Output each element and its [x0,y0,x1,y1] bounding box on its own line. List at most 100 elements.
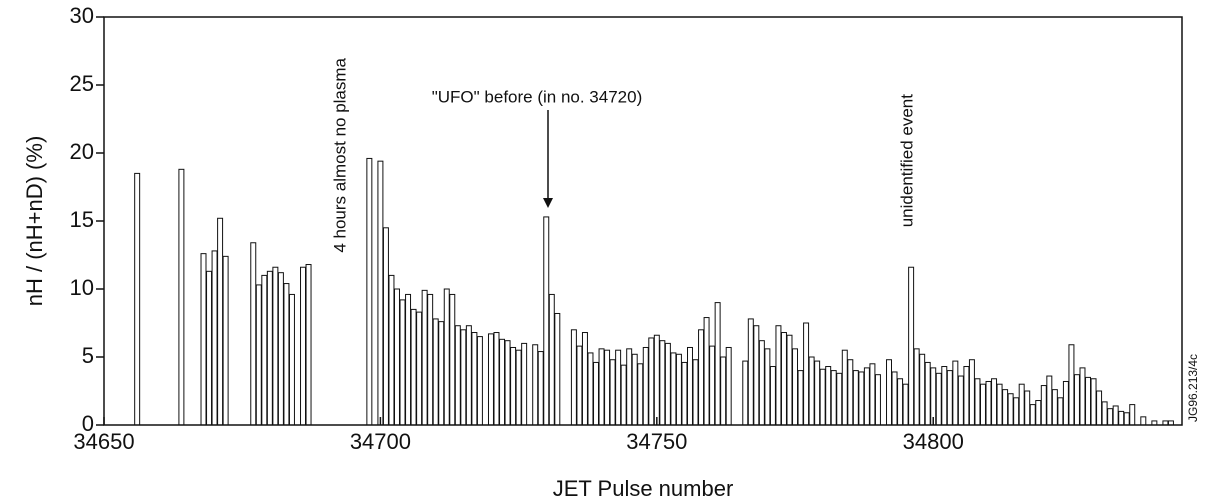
bar [891,371,898,426]
bar [399,299,406,426]
bar [769,366,776,426]
x-tick-label: 34800 [903,429,964,454]
bar [775,325,782,426]
y-tick-label: 5 [82,343,94,368]
bar [825,366,832,426]
bar [465,325,472,426]
bar [1079,367,1086,426]
bar [963,366,970,426]
bar [924,361,931,426]
bar [869,363,876,426]
bar [1024,390,1031,426]
bar [913,348,920,426]
bar [626,348,633,426]
bar [427,293,434,426]
bar [847,359,854,426]
bar [1140,416,1147,426]
bar [808,356,815,426]
y-axis-label: nH / (nH+nD) (%) [22,136,47,307]
bar [487,333,494,426]
bar [604,349,611,426]
bar [178,168,185,426]
bar [476,336,483,426]
bar [819,368,826,426]
bar [1051,389,1058,426]
bar [642,346,649,426]
bar [394,288,400,426]
bar [670,352,677,426]
y-tick-label: 20 [70,139,94,164]
bar [957,375,964,426]
bar [261,274,268,426]
bar [250,242,257,426]
bar [521,342,528,426]
bar [1107,408,1114,426]
annotation: 4 hours almost no plasma [330,57,349,252]
y-tick-label: 25 [70,71,94,96]
bar [493,332,500,426]
bar [797,370,804,426]
bar [266,270,273,426]
bar [1090,378,1097,426]
bar [709,345,716,426]
bar [499,338,506,426]
bar [471,332,478,426]
bar [653,334,660,426]
bar [675,353,682,426]
bar [615,349,622,426]
bar [886,359,892,426]
bar [1085,376,1092,426]
bar [1101,401,1108,426]
bar [377,160,384,426]
bar [852,370,859,426]
bar [576,345,583,426]
bar [300,266,307,426]
bar [510,346,517,426]
bar [1129,404,1136,426]
bar [537,351,544,426]
bar [930,367,937,426]
bar [1018,383,1025,426]
bar [587,352,594,426]
bar [454,325,461,426]
bar [609,359,616,426]
bar [637,363,644,426]
bar [979,383,986,426]
bar [753,325,760,426]
bar [897,378,904,426]
bar [725,346,732,426]
bar [1029,404,1036,426]
x-tick-label: 34650 [73,429,134,454]
arrow-head [543,198,553,208]
bar [985,380,992,426]
bar [438,321,445,426]
bar [554,312,561,426]
bar [620,364,627,426]
bar [432,318,439,426]
bar [1062,380,1069,426]
bar [858,371,865,426]
bar [874,374,881,426]
bar [1057,397,1064,426]
bar [946,370,953,426]
bar [305,264,312,426]
bar [1073,374,1080,426]
bar [449,293,456,426]
bar [593,361,599,426]
y-tick-label: 0 [82,411,94,436]
bar [1123,412,1130,426]
y-tick-label: 30 [70,3,94,28]
bar [908,266,915,426]
bar [272,266,279,426]
annotation: "UFO" before (in no. 34720) [432,87,643,106]
bar [687,346,693,426]
bar [421,289,428,426]
bar [747,318,754,426]
bar [919,353,926,426]
x-tick-label: 34700 [350,429,411,454]
bar [974,378,981,426]
bar [814,360,821,426]
bar [714,302,721,426]
bar [1112,405,1119,426]
